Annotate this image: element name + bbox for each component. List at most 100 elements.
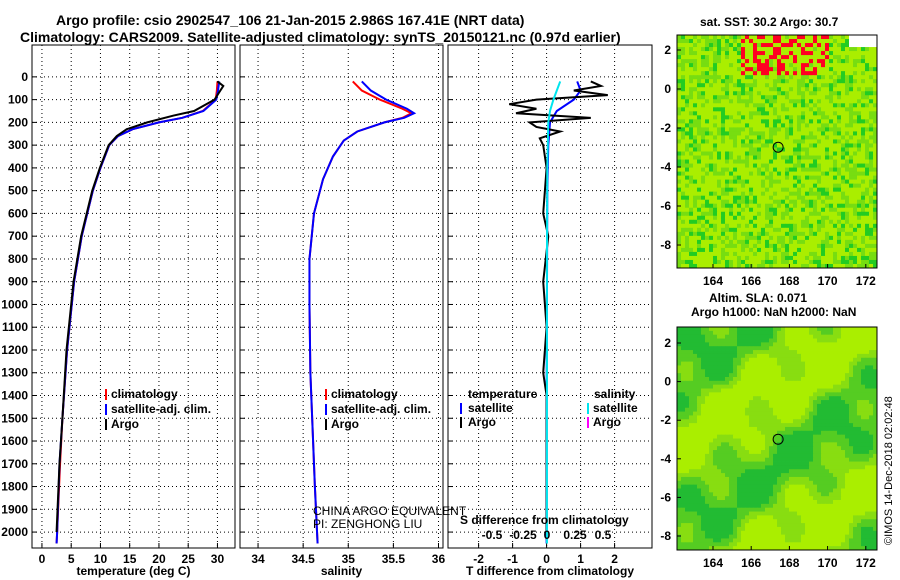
- map-cell: [857, 353, 862, 359]
- map-cell: [745, 396, 750, 401]
- map-lat-label: 2: [664, 43, 671, 57]
- map-cell: [721, 103, 726, 108]
- map-cell: [809, 83, 814, 88]
- map-cell: [765, 91, 770, 96]
- map-cell: [717, 357, 722, 363]
- map-cell: [825, 243, 830, 249]
- map-cell: [837, 259, 842, 265]
- map-cell: [705, 247, 710, 253]
- map-cell: [801, 111, 806, 116]
- map-cell: [861, 71, 866, 76]
- map-cell: [857, 47, 862, 52]
- map-cell: [685, 131, 690, 136]
- map-cell: [777, 419, 782, 424]
- map-cell: [717, 67, 722, 72]
- map-cell: [737, 219, 742, 225]
- map-cell: [857, 247, 862, 253]
- map-cell: [837, 99, 842, 104]
- map-cell: [713, 255, 718, 261]
- map-cell: [765, 131, 770, 136]
- map-cell: [757, 403, 762, 409]
- map-cell: [833, 119, 838, 124]
- map-cell: [861, 203, 866, 209]
- map-cell: [833, 179, 838, 185]
- map-cell: [857, 207, 862, 213]
- map-cell: [873, 107, 878, 112]
- map-cell: [789, 163, 794, 168]
- map-cell: [873, 131, 878, 136]
- map-cell: [745, 123, 750, 128]
- map-cell: [777, 131, 782, 136]
- map-cell: [781, 39, 786, 44]
- map-cell: [869, 342, 874, 347]
- legend-right-label: satellite: [593, 401, 638, 415]
- map-cell: [709, 327, 714, 332]
- map-cell: [737, 411, 742, 416]
- map-cell: [817, 47, 822, 52]
- map-cell: [721, 43, 726, 48]
- map-cell: [769, 353, 774, 359]
- x-tick-label: 34.5: [291, 552, 315, 566]
- map-cell: [809, 115, 814, 120]
- map-cell: [773, 407, 778, 412]
- map-cell: [825, 423, 830, 428]
- map-cell: [737, 183, 742, 189]
- map-cell: [845, 219, 850, 225]
- map-cell: [805, 388, 810, 393]
- map-cell: [733, 207, 738, 213]
- map-cell: [829, 442, 834, 447]
- map-cell: [713, 123, 718, 128]
- map-cell: [701, 211, 706, 217]
- map-cell: [745, 457, 750, 462]
- map-cell: [865, 143, 870, 148]
- map-cell: [785, 400, 790, 405]
- map-cell: [809, 47, 814, 52]
- map-cell: [709, 183, 714, 189]
- map-cell: [793, 373, 798, 378]
- map-cell: [797, 131, 802, 136]
- map-cell: [705, 199, 710, 205]
- map-cell: [741, 179, 746, 185]
- map-cell: [729, 334, 734, 339]
- map-cell: [833, 55, 838, 60]
- map-cell: [857, 251, 862, 257]
- map-cell: [737, 247, 742, 253]
- map-cell: [681, 119, 686, 124]
- map-cell: [729, 83, 734, 88]
- map-cell: [753, 147, 758, 152]
- map-cell: [769, 350, 774, 355]
- map-cell: [837, 87, 842, 92]
- map-cell: [737, 99, 742, 104]
- map-cell: [681, 107, 686, 112]
- map-cell: [853, 51, 858, 56]
- map-cell: [781, 163, 786, 168]
- map-cell: [737, 207, 742, 213]
- map-cell: [817, 67, 822, 72]
- map-cell: [777, 191, 782, 197]
- map-cell: [873, 175, 878, 181]
- map-cell: [697, 207, 702, 213]
- map-cell: [793, 55, 798, 60]
- map-cell: [873, 434, 878, 439]
- map-cell: [705, 365, 710, 370]
- map-cell: [689, 350, 694, 355]
- x-axis-label: T difference from climatology: [466, 564, 634, 578]
- map-cell: [801, 199, 806, 205]
- map-cell: [793, 115, 798, 120]
- map-cell: [805, 263, 810, 269]
- map-cell: [709, 357, 714, 363]
- map-cell: [721, 423, 726, 428]
- map-cell: [865, 327, 870, 332]
- map-cell: [837, 35, 842, 40]
- map-cell: [729, 199, 734, 205]
- map-cell: [809, 461, 814, 466]
- map-cell: [789, 115, 794, 120]
- plot-frame-2: [447, 44, 653, 549]
- map-cell: [729, 227, 734, 233]
- map-cell: [737, 407, 742, 412]
- map-cell: [761, 219, 766, 225]
- map-cell: [729, 51, 734, 56]
- map-cell: [781, 95, 786, 100]
- map-cell: [725, 95, 730, 100]
- map-cell: [705, 207, 710, 213]
